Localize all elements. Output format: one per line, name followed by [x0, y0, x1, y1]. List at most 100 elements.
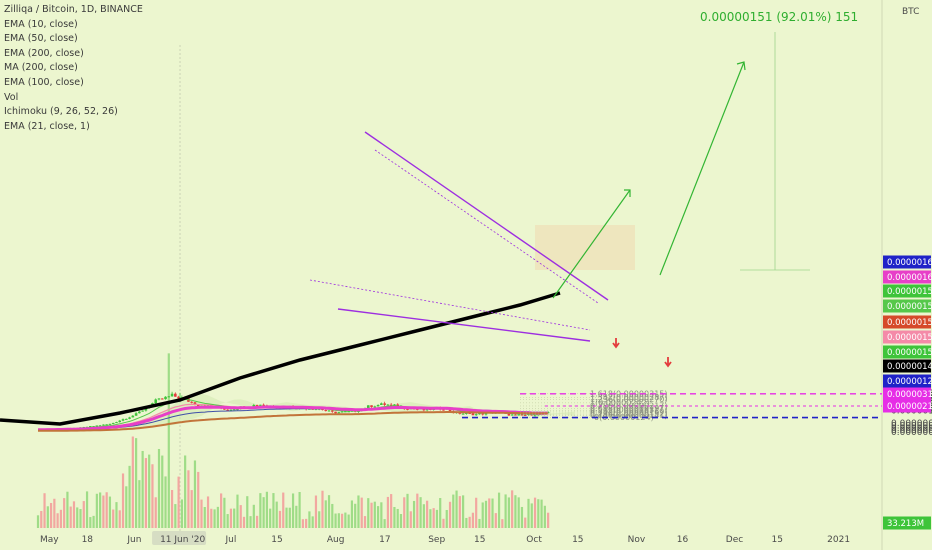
candle-body: [262, 404, 265, 406]
candle-body: [327, 410, 331, 412]
legend-symbol[interactable]: Zilliqa / Bitcoin, 1D, BINANCE: [4, 4, 143, 15]
candle-body: [344, 411, 347, 413]
volume-bar: [85, 491, 89, 528]
legend-ema50[interactable]: EMA (50, close): [4, 33, 78, 45]
candle-body: [160, 398, 164, 400]
price-tag-label: 0.00000146: [887, 362, 932, 372]
volume-bar: [354, 503, 357, 528]
volume-bar: [504, 494, 507, 528]
price-tag-bg: [883, 516, 931, 530]
legend-ema10[interactable]: EMA (10, close): [4, 18, 78, 30]
candle-body: [461, 413, 465, 415]
volume-bar: [82, 501, 85, 528]
candle-body: [108, 423, 112, 425]
volume-bar: [121, 473, 125, 528]
projection-arrowhead-short: [624, 189, 631, 197]
price-tag-label: 0.00000153: [887, 333, 932, 343]
candle-body: [546, 412, 550, 414]
volume-bar: [167, 353, 170, 528]
legend-ma200[interactable]: MA (200, close): [4, 62, 78, 74]
volume-bar: [187, 470, 190, 528]
volume-bar: [497, 492, 501, 528]
volume-bars: [36, 353, 550, 528]
volume-bar: [95, 493, 98, 528]
volume-bar: [242, 516, 246, 528]
price-tag-label: 0.00000164: [887, 273, 932, 283]
volume-bar: [507, 497, 510, 528]
volume-bar: [193, 460, 197, 528]
volume-bar: [350, 500, 354, 528]
volume-bar: [311, 516, 314, 528]
volume-bar: [540, 499, 543, 528]
candle-body: [324, 410, 328, 412]
candle-body: [190, 401, 193, 403]
volume-bar: [49, 502, 53, 528]
volume-bar: [432, 508, 435, 528]
legend-ichimoku[interactable]: Ichimoku (9, 26, 52, 26): [4, 106, 118, 118]
candle-body: [121, 419, 125, 421]
volume-bar: [236, 494, 239, 528]
volume-bar: [403, 497, 406, 528]
volume-bar: [468, 516, 471, 528]
volume-bar: [533, 497, 537, 528]
volume-bar: [262, 497, 265, 528]
volume-bar: [452, 494, 455, 528]
x-tick-label: Jun: [126, 535, 141, 545]
legend-ema21[interactable]: EMA (21, close, 1): [4, 120, 90, 132]
volume-bar: [203, 507, 206, 528]
candle-body: [144, 408, 148, 411]
x-tick-label: Nov: [628, 535, 646, 545]
volume-bar: [89, 517, 92, 528]
candle-body: [177, 396, 180, 399]
volume-bar: [543, 505, 546, 528]
volume-bar: [419, 497, 422, 528]
channel-upper-line: [364, 131, 609, 301]
volume-bar: [59, 509, 62, 528]
volume-bar: [213, 509, 216, 528]
candle-body: [373, 406, 377, 408]
volume-bar: [200, 499, 203, 528]
volume-bar: [494, 513, 497, 528]
price-tag-bg: [883, 284, 931, 298]
volume-bar: [295, 505, 298, 528]
volume-bar: [547, 512, 550, 528]
legend-ema200[interactable]: EMA (200, close): [4, 47, 84, 59]
ichimoku-cloud: [96, 393, 575, 430]
volume-bar: [233, 508, 236, 528]
candle-body: [533, 415, 537, 417]
price-tag-label: 0.00000154: [887, 318, 932, 328]
volume-bar: [36, 515, 40, 528]
x-tick-highlight: [152, 531, 207, 545]
price-tag-label: 0.00000156: [887, 302, 932, 312]
volume-bar: [481, 502, 484, 528]
x-tick-label: 15: [271, 535, 282, 545]
volume-bar: [380, 502, 383, 528]
volume-bar: [324, 500, 327, 528]
volume-bar: [157, 448, 161, 528]
candle-body: [474, 414, 478, 416]
projection-label: 0.00000151 (92.01%) 151: [700, 10, 858, 24]
volume-bar: [462, 495, 465, 528]
volume-bar: [439, 498, 442, 528]
price-tag-label: 0.00000151: [887, 348, 932, 358]
candle-body: [98, 425, 102, 427]
volume-bar: [370, 502, 373, 528]
volume-bar: [190, 490, 193, 528]
legend-ema100[interactable]: EMA (100, close): [4, 76, 84, 88]
candle-body: [226, 409, 229, 411]
volume-bar: [46, 506, 49, 528]
candle-body: [347, 411, 350, 413]
volume-bar: [138, 480, 141, 528]
volume-bar: [79, 509, 82, 528]
volume-bar: [206, 496, 210, 528]
candle-body: [259, 404, 262, 406]
candle-body: [406, 408, 409, 410]
volume-bar: [305, 518, 308, 528]
volume-bar: [308, 511, 311, 528]
volume-bar: [484, 500, 488, 528]
volume-bar: [393, 506, 396, 528]
candle-body: [164, 396, 167, 400]
legend-vol[interactable]: Vol: [4, 91, 19, 103]
